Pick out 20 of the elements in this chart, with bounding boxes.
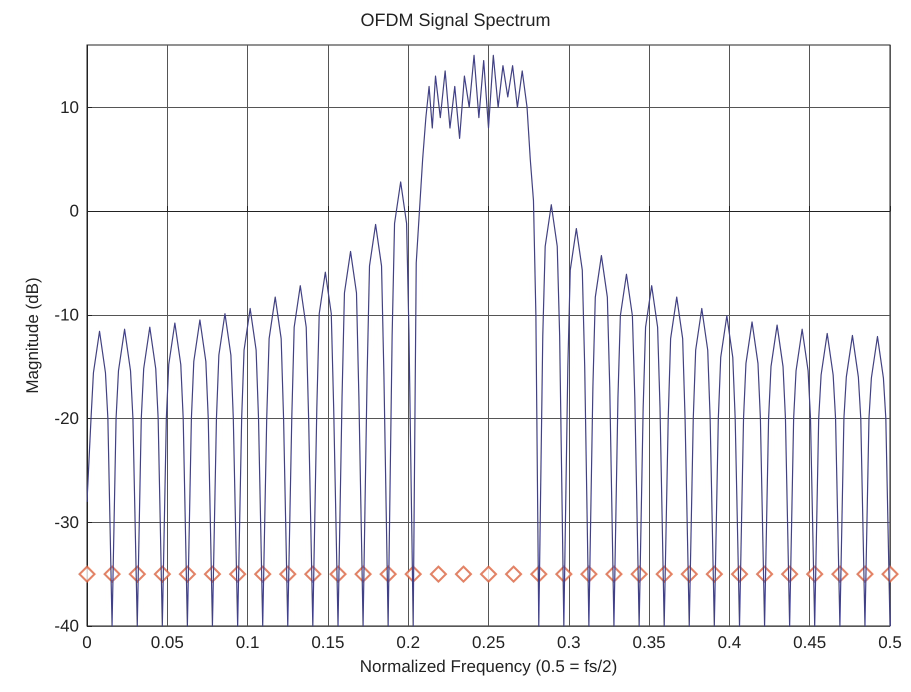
y-axis-title: Magnitude (dB) xyxy=(23,277,42,394)
chart-title: OFDM Signal Spectrum xyxy=(360,10,551,30)
x-tick-label: 0.05 xyxy=(150,633,184,652)
y-tick-label: -40 xyxy=(54,616,79,636)
x-tick-label: 0.4 xyxy=(718,633,742,652)
y-tick-label: -20 xyxy=(54,409,79,428)
x-tick-label: 0.35 xyxy=(632,633,666,652)
y-tick-label: -30 xyxy=(54,512,79,532)
x-tick-label: 0.5 xyxy=(878,633,902,652)
x-tick-label: 0 xyxy=(82,633,92,652)
x-tick-label: 0.1 xyxy=(236,633,260,652)
x-tick-label: 0.3 xyxy=(556,633,581,652)
y-tick-label: 10 xyxy=(60,98,79,117)
x-tick-label: 0.15 xyxy=(311,633,344,652)
x-axis-title: Normalized Frequency (0.5 = fs/2) xyxy=(360,657,618,676)
x-tick-label: 0.45 xyxy=(793,633,826,652)
y-tick-label: 0 xyxy=(70,202,79,220)
y-tick-label: -10 xyxy=(54,305,79,324)
x-tick-label: 0.25 xyxy=(472,633,506,652)
x-tick-label: 0.2 xyxy=(396,633,420,652)
